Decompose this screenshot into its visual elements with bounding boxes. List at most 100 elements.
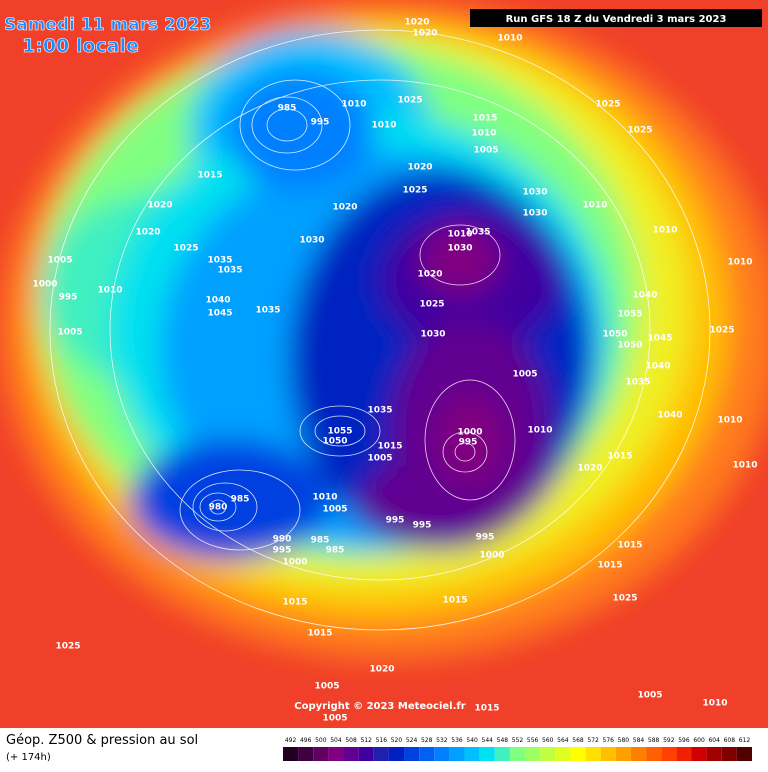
scale-swatch bbox=[585, 747, 601, 761]
scale-swatch bbox=[721, 747, 737, 761]
isobar-label: 1010 bbox=[497, 34, 522, 44]
scale-label: 576 bbox=[603, 737, 615, 744]
isobar-label: 1010 bbox=[371, 121, 396, 131]
isobar-label: 1020 bbox=[369, 665, 394, 675]
scale-swatch bbox=[298, 747, 314, 761]
isobar-label: 1020 bbox=[577, 464, 602, 474]
scale-label: 508 bbox=[345, 737, 357, 744]
isobar-label: 995 bbox=[459, 438, 478, 448]
scale-swatch bbox=[736, 747, 752, 761]
copyright: Copyright © 2023 Meteociel.fr bbox=[294, 701, 465, 712]
isobar-label: 1005 bbox=[57, 328, 82, 338]
geopotential-field bbox=[0, 0, 768, 660]
isobar-label: 1010 bbox=[447, 230, 472, 240]
isobar-label: 995 bbox=[413, 521, 432, 531]
scale-swatch bbox=[525, 747, 541, 761]
scale-swatch bbox=[283, 747, 299, 761]
scale-swatch bbox=[388, 747, 405, 761]
product-title: Géop. Z500 & pression au sol bbox=[6, 733, 198, 748]
isobar-label: 1000 bbox=[32, 280, 57, 290]
scale-label: 492 bbox=[285, 737, 297, 744]
isobar-label: 1000 bbox=[479, 551, 504, 561]
isobar-label: 1010 bbox=[727, 258, 752, 268]
isobar-label: 1010 bbox=[702, 699, 727, 709]
scale-swatch bbox=[555, 747, 571, 761]
scale-swatch bbox=[570, 747, 586, 761]
scale-swatch bbox=[600, 747, 616, 761]
isobar-label: 1030 bbox=[299, 236, 324, 246]
isobar-label: 1005 bbox=[322, 505, 347, 515]
isobar-label: 1030 bbox=[447, 244, 472, 254]
isobar-label: 1025 bbox=[595, 100, 620, 110]
isobar-label: 1050 bbox=[322, 437, 347, 447]
isobar-label: 1005 bbox=[637, 691, 662, 701]
scale-swatch bbox=[449, 747, 465, 761]
scale-label: 572 bbox=[587, 737, 599, 744]
isobar-label: 1025 bbox=[173, 244, 198, 254]
scale-label: 544 bbox=[482, 737, 494, 744]
isobar-label: 1045 bbox=[647, 334, 672, 344]
local-time: 1:00 locale bbox=[22, 35, 139, 57]
scale-swatch bbox=[479, 747, 495, 761]
isobar-label: 1015 bbox=[597, 561, 622, 571]
isobar-label: 1050 bbox=[602, 330, 627, 340]
isobar-label: 1015 bbox=[197, 171, 222, 181]
isobar-label: 1055 bbox=[617, 310, 642, 320]
isobar-label: 1020 bbox=[412, 29, 437, 39]
isobar-label: 1005 bbox=[47, 256, 72, 266]
scale-label: 540 bbox=[466, 737, 478, 744]
scale-swatch bbox=[661, 747, 677, 761]
scale-label: 520 bbox=[391, 737, 403, 744]
isobar-label: 1035 bbox=[255, 306, 280, 316]
scale-label: 584 bbox=[633, 737, 645, 744]
isobar-label: 995 bbox=[311, 118, 330, 128]
isobar-label: 1005 bbox=[314, 682, 339, 692]
isobar-label: 1010 bbox=[341, 100, 366, 110]
scale-label: 596 bbox=[678, 737, 690, 744]
scale-swatch bbox=[404, 747, 420, 761]
scale-swatch bbox=[509, 747, 526, 761]
scale-label: 552 bbox=[512, 737, 524, 744]
scale-label: 612 bbox=[739, 737, 751, 744]
isobar-label: 1040 bbox=[632, 291, 657, 301]
scale-label: 588 bbox=[648, 737, 660, 744]
isobar-label: 1025 bbox=[419, 300, 444, 310]
scale-swatch bbox=[706, 747, 722, 761]
scale-label: 524 bbox=[406, 737, 418, 744]
isobar-label: 1015 bbox=[472, 114, 497, 124]
scale-swatch bbox=[630, 747, 647, 761]
isobar-label: 985 bbox=[231, 495, 250, 505]
isobar-label: 1010 bbox=[717, 416, 742, 426]
scale-label: 580 bbox=[618, 737, 630, 744]
scale-swatch bbox=[313, 747, 329, 761]
isobar-label: 1025 bbox=[709, 326, 734, 336]
scale-label: 556 bbox=[527, 737, 539, 744]
isobar-label: 1040 bbox=[205, 296, 230, 306]
isobar-label: 1005 bbox=[473, 146, 498, 156]
isobar-label: 1015 bbox=[377, 442, 402, 452]
scale-swatch bbox=[540, 747, 556, 761]
isobar-label: 1030 bbox=[522, 188, 547, 198]
scale-swatch bbox=[358, 747, 374, 761]
isobar-label: 1000 bbox=[457, 428, 482, 438]
isobar-label: 985 bbox=[278, 104, 297, 114]
scale-label: 516 bbox=[376, 737, 388, 744]
isobar-label: 1020 bbox=[147, 201, 172, 211]
isobar-label: 1015 bbox=[607, 452, 632, 462]
isobar-label: 995 bbox=[59, 293, 78, 303]
isobar-label: 1005 bbox=[322, 714, 347, 724]
scale-label: 500 bbox=[315, 737, 327, 744]
isobar-label: 990 bbox=[273, 535, 292, 545]
scale-swatch bbox=[494, 747, 510, 761]
isobar-label: 1010 bbox=[97, 286, 122, 296]
scale-swatch bbox=[373, 747, 389, 761]
scale-swatch bbox=[419, 747, 435, 761]
scale-swatch bbox=[434, 747, 450, 761]
isobar-label: 995 bbox=[273, 546, 292, 556]
isobar-label: 1035 bbox=[217, 266, 242, 276]
isobar-label: 1000 bbox=[282, 558, 307, 568]
scale-label: 532 bbox=[436, 737, 448, 744]
isobar-label: 1020 bbox=[332, 203, 357, 213]
scale-label: 604 bbox=[708, 737, 720, 744]
